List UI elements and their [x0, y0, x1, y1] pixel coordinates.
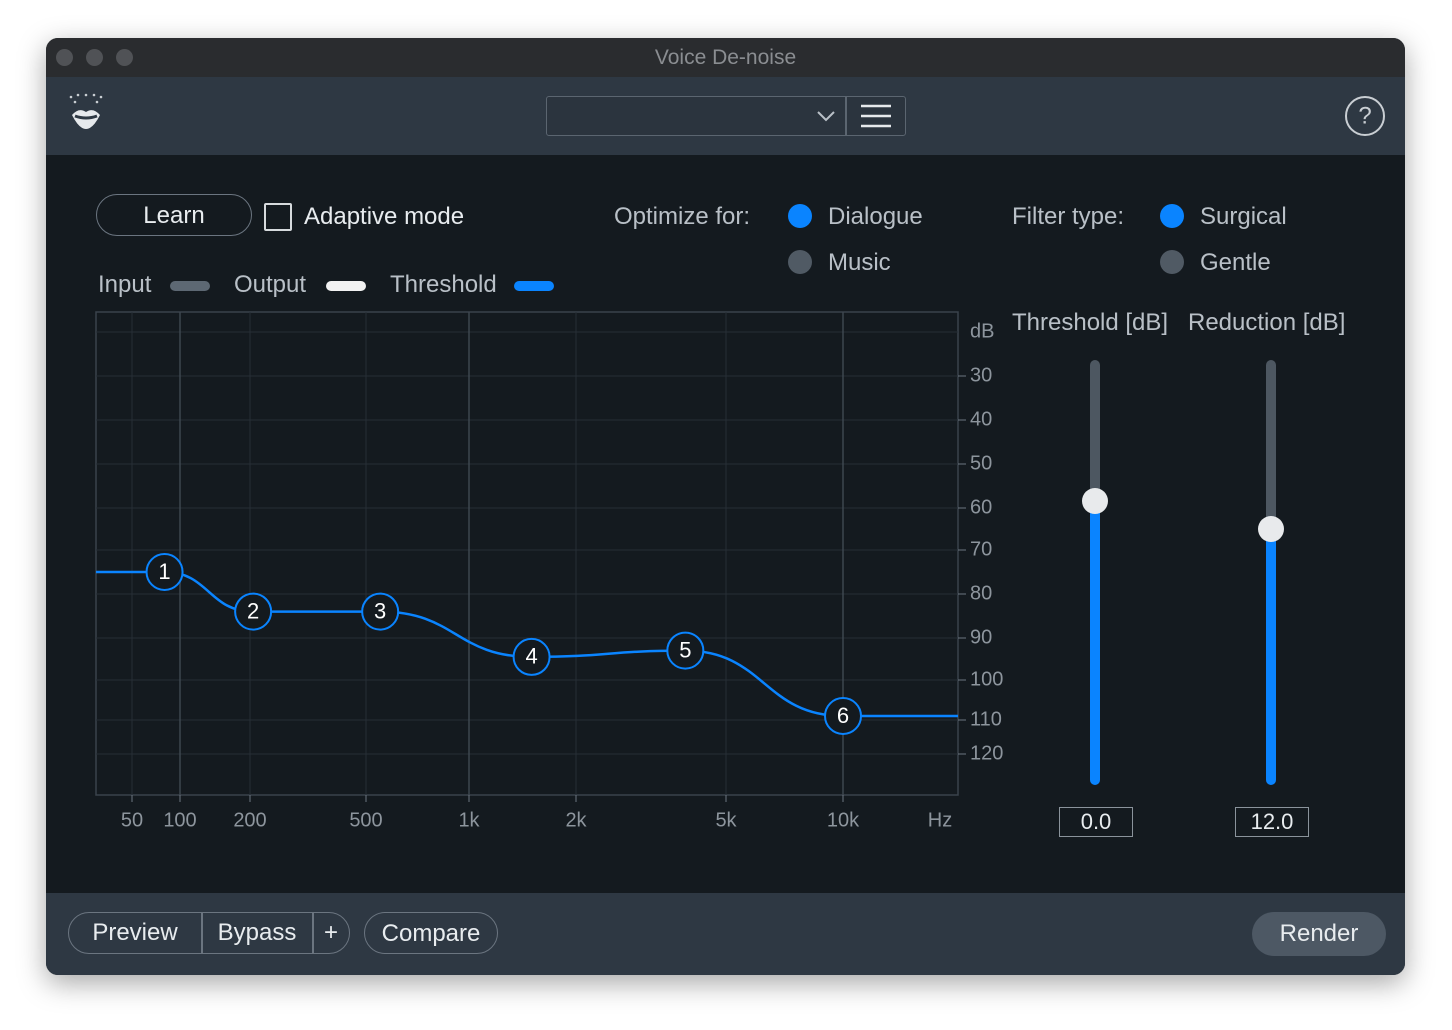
legend-swatch: [326, 281, 366, 291]
x-tick-label: 100: [163, 809, 196, 831]
legend-swatch: [170, 281, 210, 291]
divider: [201, 912, 203, 954]
x-unit: Hz: [928, 809, 952, 831]
bypass-button[interactable]: Bypass: [217, 919, 297, 946]
x-tick-label: 2k: [565, 809, 587, 831]
radio-label: Music: [828, 249, 891, 276]
logo: [69, 93, 103, 129]
help-button[interactable]: ?: [1344, 95, 1386, 137]
checkbox-label: Adaptive mode: [304, 203, 465, 230]
threshold-node[interactable]: [824, 697, 862, 735]
close-button[interactable]: [56, 49, 73, 66]
y-tick-label: 120: [970, 742, 1003, 764]
window: Voice De-noise ? Learn Adaptive mode Opt…: [46, 38, 1405, 975]
learn-button[interactable]: Learn: [96, 194, 252, 236]
slider-track[interactable]: [1266, 360, 1276, 785]
radio-selected[interactable]: [788, 204, 812, 228]
y-tick-label: 50: [970, 452, 992, 474]
menu-button[interactable]: [860, 104, 892, 128]
window-title: Voice De-noise: [654, 46, 797, 69]
node-label: 5: [679, 637, 691, 662]
toolbar: ?: [46, 77, 1405, 155]
button-group: [68, 912, 350, 954]
node-label: 1: [158, 559, 170, 584]
radio[interactable]: [1160, 250, 1184, 274]
radio-selected[interactable]: [1160, 204, 1184, 228]
x-tick-label: 200: [233, 809, 266, 831]
add-button[interactable]: +: [323, 919, 338, 946]
x-tick-label: 10k: [827, 809, 860, 831]
threshold-node[interactable]: [234, 592, 273, 631]
zoom-button[interactable]: [116, 49, 133, 66]
slider-track[interactable]: [1090, 360, 1100, 785]
threshold-node[interactable]: [361, 592, 400, 631]
slider-handle[interactable]: [1082, 488, 1108, 514]
x-tick-label: 500: [349, 809, 382, 831]
optimize-label: Optimize for:: [614, 203, 751, 230]
slider-handle[interactable]: [1258, 516, 1284, 542]
x-tick-label: 5k: [715, 809, 737, 831]
slider-label: Threshold [dB]: [1012, 309, 1169, 336]
threshold-node[interactable]: [666, 631, 705, 670]
preview-button[interactable]: Preview: [92, 919, 178, 946]
y-tick-label: 30: [970, 364, 992, 386]
compare-button[interactable]: Compare: [364, 912, 498, 954]
checkbox[interactable]: [264, 203, 292, 231]
radio[interactable]: [788, 250, 812, 274]
legend-label: Output: [234, 271, 307, 298]
y-tick-label: 60: [970, 496, 992, 518]
radio-label: Dialogue: [828, 203, 923, 230]
radio-label: Gentle: [1200, 249, 1271, 276]
legend-swatch: [514, 281, 554, 291]
divider: [312, 912, 314, 954]
y-unit: dB: [970, 320, 994, 342]
render-button[interactable]: Render: [1252, 912, 1386, 956]
filter-label: Filter type:: [1012, 203, 1125, 230]
legend-label: Input: [98, 271, 152, 298]
threshold-node[interactable]: [145, 553, 184, 591]
y-tick-label: 70: [970, 538, 992, 560]
node-label: 6: [837, 703, 849, 728]
y-tick-label: 100: [970, 668, 1003, 690]
y-tick-label: 80: [970, 582, 992, 604]
node-label: 2: [247, 598, 259, 623]
title-bar: Voice De-noise: [46, 38, 1405, 77]
footer: Preview Bypass + Compare Render: [46, 893, 1405, 975]
slider-label: Reduction [dB]: [1188, 309, 1346, 336]
legend-label: Threshold: [390, 271, 497, 298]
y-tick-label: 90: [970, 626, 992, 648]
threshold-node[interactable]: [512, 637, 551, 676]
radio-label: Surgical: [1200, 203, 1287, 230]
value-field[interactable]: 12.0: [1235, 807, 1309, 837]
x-tick-label: 1k: [458, 809, 480, 831]
y-tick-label: 40: [970, 408, 992, 430]
y-tick-label: 110: [970, 708, 1002, 730]
node-label: 3: [374, 598, 386, 623]
plot-area: [95, 311, 959, 796]
dropdown-arrow: [817, 111, 835, 122]
node-label: 4: [525, 644, 537, 669]
value-field[interactable]: 0.0: [1059, 807, 1133, 837]
x-tick-label: 50: [121, 809, 143, 831]
chart: dB 30 40 50 60 70 80 90 100 110 120 50 100 200 500 1k 2k…: [95, 311, 1003, 831]
minimize-button[interactable]: [86, 49, 103, 66]
divider: [845, 96, 847, 136]
svg-text:?: ?: [1358, 102, 1371, 129]
